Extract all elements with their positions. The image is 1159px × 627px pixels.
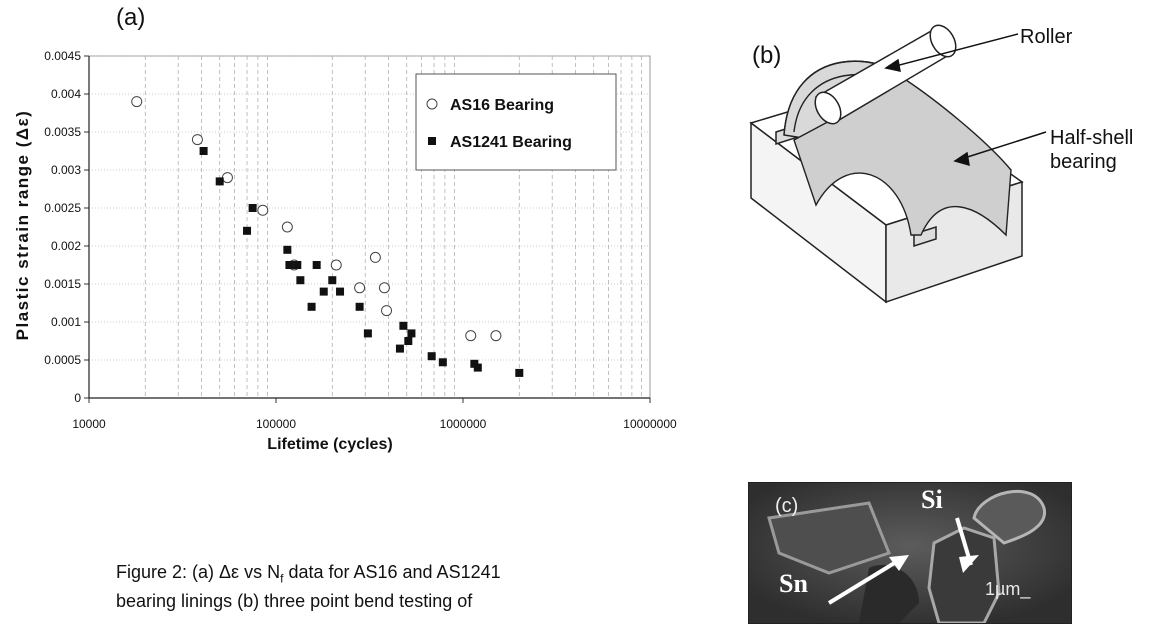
sn-arrow (827, 557, 903, 605)
roller-arrow-head (884, 58, 901, 72)
sem-micrograph: (c) Si Sn 1µm_ (748, 482, 1072, 624)
y-tick-label: 0.004 (51, 87, 81, 101)
as1241-data-point (355, 302, 364, 311)
sn-label: Sn (779, 569, 808, 598)
figure-caption: Figure 2: (a) Δε vs Nf data for AS16 and… (116, 561, 576, 612)
roller (814, 24, 957, 125)
as1241-data-point (399, 321, 408, 330)
sem-particle-left (767, 501, 891, 575)
as1241-data-point (319, 287, 328, 296)
as1241-data-point (407, 329, 416, 338)
roller-label: Roller (1020, 26, 1073, 48)
bearing-arrow-head (953, 151, 970, 167)
roller-arrow (887, 33, 1019, 69)
as1241-data-point (307, 302, 316, 311)
as16-data-point (281, 221, 293, 233)
caption-line-1: Figure 2: (a) Δε vs Nf data for AS16 and… (116, 561, 576, 590)
legend-marker-as1241 (428, 137, 436, 145)
as1241-data-point (293, 261, 302, 269)
caption-line-2: bearing linings (b) three point bend tes… (116, 590, 473, 611)
y-tick-label: 0.0015 (44, 277, 81, 291)
bearing-label-line1: Half-shell (1050, 127, 1134, 149)
as1241-data-point (312, 261, 321, 269)
as1241-data-point (283, 245, 292, 254)
y-tick-label: 0.0025 (44, 201, 81, 215)
as1241-data-point (248, 204, 257, 212)
y-tick-label: 0.0035 (44, 125, 81, 139)
x-tick-label: 1000000 (440, 417, 487, 431)
x-tick-label: 10000000 (623, 417, 677, 431)
bearing-label-line2: bearing (1050, 151, 1117, 173)
as16-data-point (465, 330, 477, 342)
as16-data-point (354, 282, 366, 294)
si-arrow-head (959, 555, 979, 573)
as16-data-point (191, 134, 203, 146)
bearing-arrow (957, 131, 1047, 161)
legend-box (415, 73, 617, 171)
caption-subscript: f (280, 571, 284, 586)
as1241-data-point (328, 276, 337, 285)
legend-label-as16: AS16 Bearing (450, 97, 554, 114)
x-tick-label: 100000 (256, 417, 296, 431)
bearing-label: Half-shell bearing (1050, 126, 1133, 174)
as1241-data-point (336, 287, 345, 296)
si-label: Si (921, 485, 943, 514)
strain-life-chart: 0 0.0005 0.001 0.0015 0.002 0.0025 0.003 0.0035… (13, 49, 677, 453)
x-axis-title: Lifetime (cycles) (267, 436, 392, 453)
as1241-data-point (215, 177, 224, 186)
sem-particle-right (972, 489, 1046, 545)
y-tick-label: 0.0045 (44, 49, 81, 63)
as1241-data-point (285, 261, 294, 269)
as1241-data-point (515, 368, 524, 377)
bearing-shell-body (793, 79, 1012, 237)
y-tick-label: 0.001 (51, 315, 81, 329)
caption-line-1-a: Figure 2: (a) Δε vs N (116, 562, 281, 582)
as1241-data-point (404, 337, 413, 345)
scale-bar-label: 1µm_ (985, 579, 1031, 599)
bend-test-schematic (749, 24, 1047, 304)
panel-a-label: (a) (116, 4, 146, 31)
panel-c-label: (c) (775, 495, 799, 517)
as16-data-point (221, 172, 233, 184)
caption-line-1-b: data for AS16 and AS1241 (283, 562, 501, 582)
as16-data-point (369, 251, 381, 263)
as16-data-point (381, 305, 393, 317)
as1241-data-point (473, 363, 482, 372)
as1241-data-point (199, 147, 208, 155)
sem-particle-dark (859, 564, 919, 623)
y-tick-label: 0 (74, 391, 81, 405)
as16-data-point (257, 204, 269, 216)
roller-end (814, 91, 842, 125)
as1241-data-point (243, 226, 252, 235)
as1241-data-point (296, 276, 305, 285)
sem-image (749, 483, 1071, 623)
legend-marker-as16 (426, 98, 438, 110)
legend-label-as1241: AS1241 Bearing (450, 134, 572, 151)
y-tick-label: 0.0005 (44, 353, 81, 367)
y-axis-title: Plastic strain range (Δε) (13, 110, 32, 341)
as16-data-point (330, 259, 342, 271)
as16-data-point (131, 96, 143, 108)
as16-data-point (490, 330, 502, 342)
sn-arrow-head (889, 555, 909, 571)
as16-data-point (378, 282, 390, 294)
roller-far-end (929, 24, 957, 58)
as1241-data-point (438, 358, 447, 367)
right-slot (913, 225, 937, 248)
x-tick-label: 10000 (72, 417, 106, 431)
as1241-data-point (427, 352, 436, 361)
y-tick-label: 0.002 (51, 239, 81, 253)
panel-b-label: (b) (752, 42, 782, 69)
y-tick-label: 0.003 (51, 163, 81, 177)
as1241-data-point (363, 329, 372, 338)
as1241-data-point (395, 344, 404, 353)
sem-particle-center (927, 526, 1001, 623)
